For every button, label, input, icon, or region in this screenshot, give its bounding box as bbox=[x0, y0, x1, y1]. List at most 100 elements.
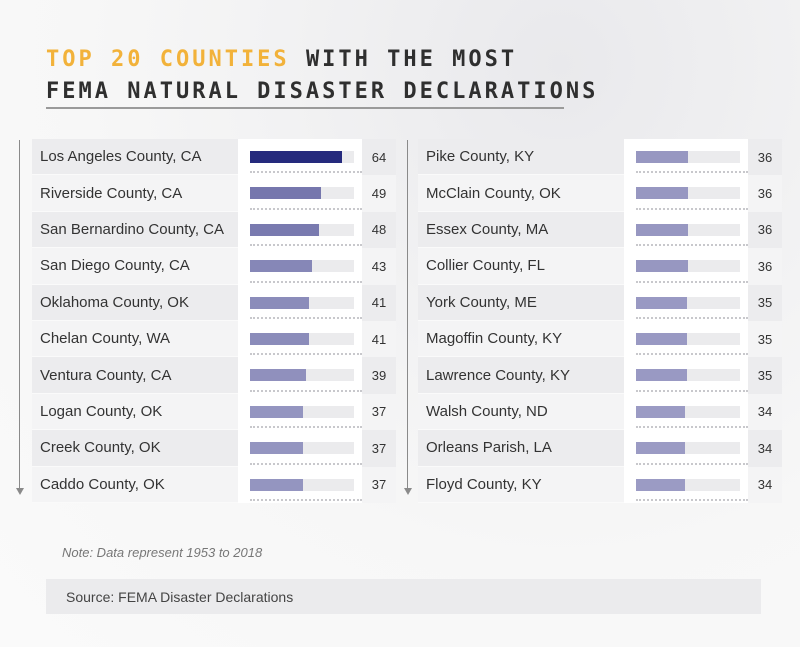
bar-cell bbox=[238, 320, 362, 358]
bar bbox=[250, 187, 321, 200]
value-label: 36 bbox=[748, 248, 782, 285]
title-line-2: FEMA NATURAL DISASTER DECLARATIONS bbox=[46, 79, 599, 104]
bar bbox=[636, 405, 686, 418]
bar bbox=[636, 369, 687, 382]
table-row: Lawrence County, KY 35 bbox=[418, 357, 782, 394]
bar-track bbox=[250, 442, 354, 455]
table-row: McClain County, OK 36 bbox=[418, 175, 782, 212]
bar-cell bbox=[624, 320, 748, 358]
county-name: Los Angeles County, CA bbox=[32, 139, 238, 176]
bar-track bbox=[636, 187, 740, 200]
table-row: Creek County, OK 37 bbox=[32, 430, 396, 467]
county-name: Floyd County, KY bbox=[418, 466, 624, 503]
bar-track bbox=[250, 187, 354, 200]
bar bbox=[250, 369, 307, 382]
table-row: Caddo County, OK 37 bbox=[32, 466, 396, 503]
county-name: Oklahoma County, OK bbox=[32, 284, 238, 321]
right-table: Pike County, KY 36 McClain County, OK 36 Ess… bbox=[418, 139, 782, 503]
dotted-separator bbox=[250, 389, 362, 392]
bar-cell bbox=[624, 357, 748, 394]
bar bbox=[636, 260, 688, 273]
table-row: Orleans Parish, LA 34 bbox=[418, 430, 782, 467]
county-name: Walsh County, ND bbox=[418, 393, 624, 431]
bar bbox=[636, 223, 688, 236]
right-down-arrow-icon bbox=[404, 488, 412, 495]
bar-cell bbox=[238, 357, 362, 394]
value-label: 36 bbox=[748, 175, 782, 212]
value-label: 36 bbox=[748, 139, 782, 176]
dotted-separator bbox=[250, 316, 362, 319]
table-row: Chelan County, WA 41 bbox=[32, 320, 396, 358]
dotted-separator bbox=[250, 207, 362, 210]
table-row: San Bernardino County, CA 48 bbox=[32, 211, 396, 249]
left-down-arrow-icon bbox=[16, 488, 24, 495]
county-name: Pike County, KY bbox=[418, 139, 624, 176]
county-name: McClain County, OK bbox=[418, 175, 624, 212]
bar-track bbox=[250, 260, 354, 273]
dotted-separator bbox=[636, 389, 748, 392]
bar-track bbox=[636, 332, 740, 345]
title-accent: TOP 20 COUNTIES bbox=[46, 47, 290, 72]
table-row: Magoffin County, KY 35 bbox=[418, 320, 782, 358]
county-name: Ventura County, CA bbox=[32, 357, 238, 394]
bar-track bbox=[250, 223, 354, 236]
county-name: Collier County, FL bbox=[418, 248, 624, 285]
table-row: San Diego County, CA 43 bbox=[32, 248, 396, 285]
bar-cell bbox=[624, 211, 748, 249]
bar bbox=[250, 478, 304, 491]
value-label: 34 bbox=[748, 430, 782, 467]
county-name: Creek County, OK bbox=[32, 430, 238, 467]
county-name: San Bernardino County, CA bbox=[32, 211, 238, 249]
bar bbox=[250, 223, 320, 236]
dotted-separator bbox=[250, 171, 362, 174]
bar-track bbox=[636, 478, 740, 491]
county-name: Magoffin County, KY bbox=[418, 320, 624, 358]
value-label: 43 bbox=[362, 248, 396, 285]
bar bbox=[250, 405, 304, 418]
table-row: Los Angeles County, CA 64 bbox=[32, 139, 396, 176]
value-label: 37 bbox=[362, 393, 396, 431]
table-row: Ventura County, CA 39 bbox=[32, 357, 396, 394]
source-box: Source: FEMA Disaster Declarations bbox=[46, 579, 761, 614]
bar bbox=[636, 296, 687, 309]
county-name: Riverside County, CA bbox=[32, 175, 238, 212]
value-label: 49 bbox=[362, 175, 396, 212]
table-row: Logan County, OK 37 bbox=[32, 393, 396, 431]
bar-cell bbox=[624, 175, 748, 212]
source-text: Source: FEMA Disaster Declarations bbox=[66, 588, 294, 605]
dotted-separator bbox=[636, 207, 748, 210]
bar-cell bbox=[238, 211, 362, 249]
bar-track bbox=[636, 405, 740, 418]
county-name: Essex County, MA bbox=[418, 211, 624, 249]
county-name: San Diego County, CA bbox=[32, 248, 238, 285]
left-rank-axis bbox=[19, 140, 20, 490]
dotted-separator bbox=[250, 462, 362, 465]
value-label: 41 bbox=[362, 284, 396, 321]
table-row: Pike County, KY 36 bbox=[418, 139, 782, 176]
bar bbox=[636, 478, 686, 491]
table-row: Floyd County, KY 34 bbox=[418, 466, 782, 503]
bar-cell bbox=[238, 430, 362, 467]
bar-cell bbox=[238, 139, 362, 176]
table-row: Essex County, MA 36 bbox=[418, 211, 782, 249]
title-line-1: TOP 20 COUNTIES WITH THE MOST bbox=[46, 44, 586, 76]
value-label: 36 bbox=[748, 211, 782, 249]
title-underline bbox=[46, 107, 564, 109]
bar-track bbox=[636, 223, 740, 236]
dotted-separator bbox=[250, 498, 362, 501]
bar bbox=[250, 260, 313, 273]
title-rest: WITH THE MOST bbox=[305, 47, 518, 72]
bar bbox=[250, 332, 310, 345]
dotted-separator bbox=[636, 171, 748, 174]
bar-cell bbox=[238, 175, 362, 212]
table-row: York County, ME 35 bbox=[418, 284, 782, 321]
bar-cell bbox=[624, 393, 748, 431]
value-label: 35 bbox=[748, 320, 782, 358]
bar bbox=[250, 296, 310, 309]
county-name: Chelan County, WA bbox=[32, 320, 238, 358]
table-row: Riverside County, CA 49 bbox=[32, 175, 396, 212]
bar-track bbox=[636, 260, 740, 273]
value-label: 37 bbox=[362, 430, 396, 467]
bar-cell bbox=[238, 284, 362, 321]
chart-title: TOP 20 COUNTIES WITH THE MOST FEMA NATUR… bbox=[46, 44, 599, 108]
